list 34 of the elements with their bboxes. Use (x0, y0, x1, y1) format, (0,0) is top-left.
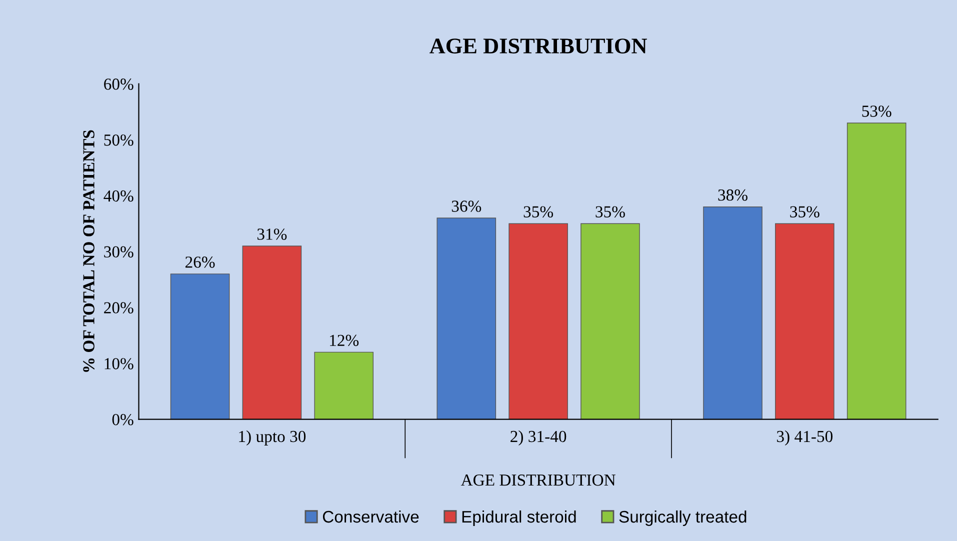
y-tick-label: 40% (104, 190, 134, 202)
data-label: 12% (330, 334, 359, 346)
bar (846, 122, 906, 420)
chart-title: AGE DISTRIBUTION (430, 38, 647, 54)
data-label: 31% (257, 228, 287, 240)
y-axis-title: % OF TOTAL NO OF PATIENTS (83, 130, 94, 372)
data-label: 26% (185, 256, 215, 268)
y-tick-label: 60% (104, 78, 134, 90)
legend-label: Conservative (322, 510, 419, 523)
bar (436, 218, 496, 420)
bar (580, 223, 640, 420)
data-label: 53% (862, 106, 892, 117)
data-label: 36% (452, 200, 482, 212)
bar (242, 246, 302, 420)
y-tick-label: 0% (112, 414, 134, 426)
y-tick-label: 50% (104, 134, 134, 146)
legend-label: Surgically treated (619, 510, 746, 526)
y-tick-label: 20% (104, 302, 134, 314)
bar (775, 223, 834, 420)
bar (508, 223, 568, 420)
data-label: 35% (524, 206, 554, 218)
legend-label: Epidural steroid (462, 510, 576, 526)
x-tick-label: 3) 41-50 (777, 430, 833, 446)
y-tick-label: 10% (104, 358, 134, 370)
x-tick-label: 2) 31-40 (510, 430, 566, 446)
data-label: 38% (718, 189, 748, 201)
x-tick-label: 1) upto 30 (239, 430, 306, 446)
data-label: 35% (790, 206, 820, 218)
x-axis-title: AGE DISTRIBUTION (460, 474, 616, 486)
bar (703, 206, 762, 420)
data-label: 35% (596, 206, 625, 218)
bar (170, 274, 230, 420)
bar (314, 352, 374, 420)
y-tick-label: 30% (104, 246, 134, 258)
